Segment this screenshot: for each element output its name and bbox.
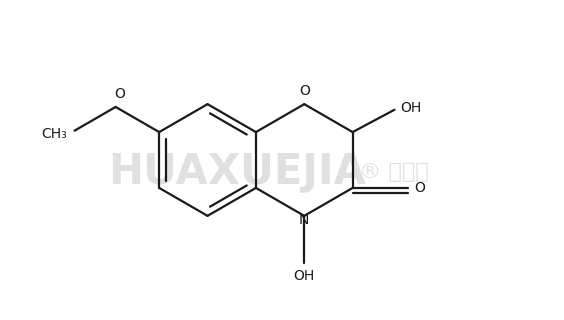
Text: ® 化学加: ® 化学加	[359, 162, 429, 182]
Text: N: N	[299, 213, 310, 227]
Text: O: O	[299, 84, 310, 98]
Text: HUAXUEJIA: HUAXUEJIA	[108, 151, 366, 193]
Text: OH: OH	[400, 100, 422, 115]
Text: OH: OH	[294, 269, 315, 283]
Text: O: O	[114, 87, 125, 101]
Text: CH₃: CH₃	[41, 127, 67, 141]
Text: O: O	[415, 181, 425, 195]
